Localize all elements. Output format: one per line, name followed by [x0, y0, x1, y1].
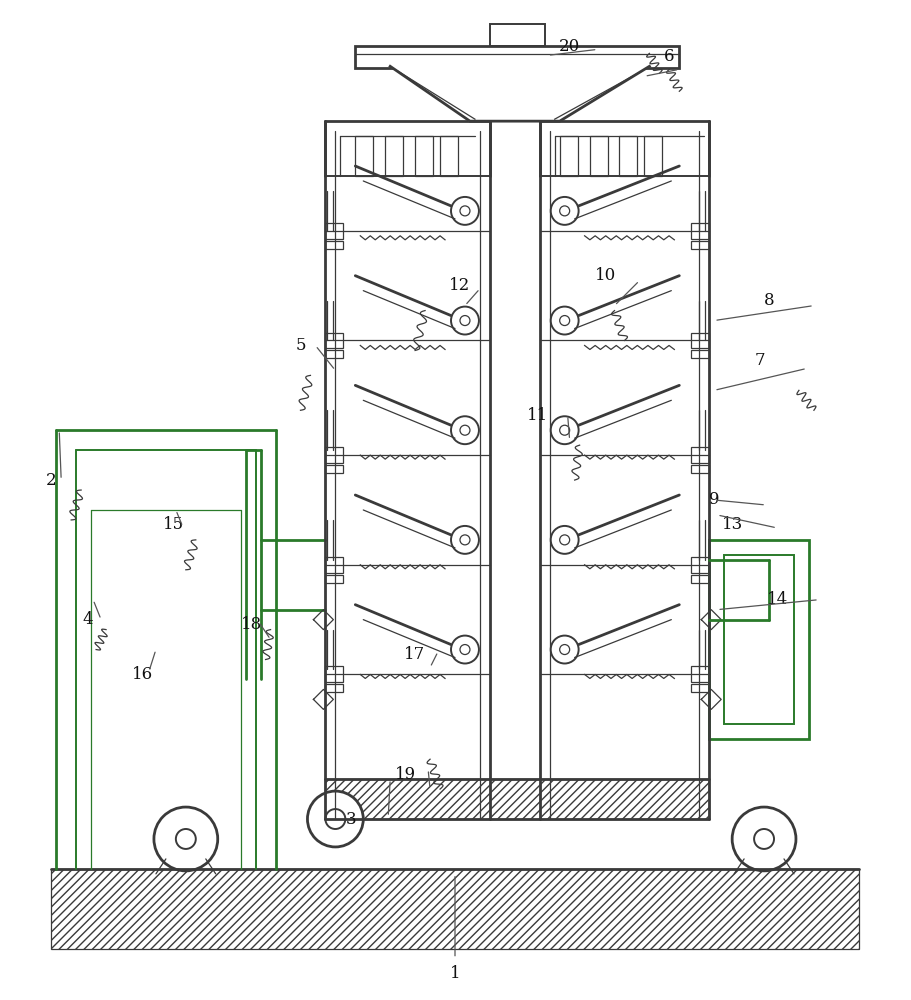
- Bar: [325, 779, 710, 819]
- Bar: [691, 241, 710, 249]
- Bar: [325, 575, 343, 583]
- Bar: [325, 223, 343, 239]
- Bar: [691, 333, 710, 348]
- Circle shape: [460, 535, 470, 545]
- Text: 6: 6: [664, 48, 674, 65]
- Bar: [415, 136, 433, 176]
- Text: 10: 10: [595, 267, 616, 284]
- Text: 19: 19: [395, 766, 416, 783]
- Text: 14: 14: [767, 591, 789, 608]
- Circle shape: [460, 316, 470, 326]
- Circle shape: [559, 425, 569, 435]
- Circle shape: [451, 636, 479, 663]
- Circle shape: [307, 791, 363, 847]
- Text: 13: 13: [722, 516, 743, 533]
- Text: 16: 16: [131, 666, 153, 683]
- Circle shape: [451, 416, 479, 444]
- Text: 4: 4: [82, 611, 93, 628]
- Bar: [355, 136, 374, 176]
- Bar: [691, 666, 710, 682]
- Circle shape: [551, 636, 578, 663]
- Bar: [440, 136, 458, 176]
- Bar: [589, 136, 608, 176]
- Circle shape: [559, 535, 569, 545]
- Polygon shape: [390, 66, 650, 121]
- Text: 3: 3: [346, 811, 356, 828]
- Text: 17: 17: [404, 646, 425, 663]
- Text: 18: 18: [241, 616, 261, 633]
- Bar: [691, 465, 710, 473]
- Bar: [691, 684, 710, 692]
- Text: 20: 20: [558, 38, 579, 55]
- Bar: [710, 540, 809, 739]
- Bar: [325, 447, 343, 463]
- Circle shape: [460, 425, 470, 435]
- Bar: [691, 447, 710, 463]
- Circle shape: [325, 809, 345, 829]
- Bar: [385, 136, 404, 176]
- Circle shape: [451, 197, 479, 225]
- Bar: [619, 136, 638, 176]
- Text: 11: 11: [527, 407, 548, 424]
- Text: 9: 9: [709, 491, 720, 508]
- Circle shape: [451, 526, 479, 554]
- Bar: [490, 24, 545, 46]
- Bar: [691, 350, 710, 358]
- Bar: [724, 555, 794, 724]
- Bar: [691, 575, 710, 583]
- Circle shape: [551, 526, 578, 554]
- Bar: [691, 557, 710, 573]
- Circle shape: [559, 206, 569, 216]
- Text: 8: 8: [763, 292, 774, 309]
- Bar: [691, 223, 710, 239]
- Circle shape: [551, 197, 578, 225]
- Bar: [325, 350, 343, 358]
- Circle shape: [460, 645, 470, 655]
- Circle shape: [559, 645, 569, 655]
- Circle shape: [451, 307, 479, 335]
- Bar: [325, 684, 343, 692]
- Text: 12: 12: [449, 277, 471, 294]
- Bar: [325, 241, 343, 249]
- Text: 5: 5: [296, 337, 306, 354]
- Circle shape: [559, 316, 569, 326]
- Circle shape: [754, 829, 774, 849]
- Text: 1: 1: [450, 965, 461, 982]
- Bar: [355, 46, 680, 68]
- Text: 15: 15: [163, 516, 185, 533]
- Bar: [325, 666, 343, 682]
- Circle shape: [551, 307, 578, 335]
- Bar: [644, 136, 662, 176]
- Circle shape: [732, 807, 796, 871]
- Bar: [325, 465, 343, 473]
- Bar: [51, 869, 859, 949]
- Bar: [325, 333, 343, 348]
- Circle shape: [551, 416, 578, 444]
- Circle shape: [176, 829, 196, 849]
- Text: 7: 7: [754, 352, 765, 369]
- Bar: [559, 136, 578, 176]
- Circle shape: [460, 206, 470, 216]
- Bar: [325, 557, 343, 573]
- Circle shape: [154, 807, 218, 871]
- Text: 2: 2: [46, 472, 56, 489]
